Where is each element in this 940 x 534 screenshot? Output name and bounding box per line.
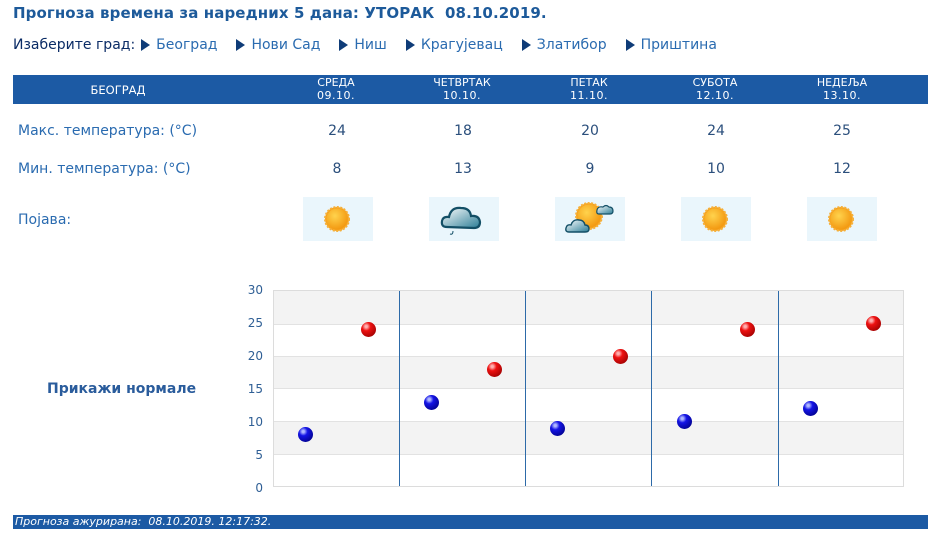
show-normals-link[interactable]: Прикажи нормале bbox=[47, 381, 197, 397]
arrow-right-icon bbox=[236, 39, 246, 51]
min-temp-value: 8 bbox=[332, 161, 342, 177]
grid-band bbox=[274, 356, 903, 389]
arrow-right-icon bbox=[405, 39, 415, 51]
city-link-beograd[interactable]: Београд bbox=[141, 37, 217, 53]
min-temp-point bbox=[424, 394, 440, 410]
min-temp-value: 12 bbox=[833, 161, 851, 177]
day-header: НЕДЕЉА 13.10. bbox=[816, 76, 868, 102]
selected-city: БЕОГРАД bbox=[90, 83, 146, 97]
day-header: ЧЕТВРТАК 10.10. bbox=[433, 76, 491, 102]
day-header: СРЕДА 09.10. bbox=[317, 76, 355, 102]
y-tick: 0 bbox=[255, 481, 263, 495]
day-divider bbox=[651, 291, 652, 486]
max-temp-point bbox=[739, 322, 755, 338]
max-temp-value: 20 bbox=[581, 123, 599, 139]
forecast-table-header: БЕОГРАД СРЕДА 09.10. ЧЕТВРТАК 10.10. ПЕТАК… bbox=[13, 75, 928, 104]
cloud-light-rain-icon bbox=[429, 197, 499, 241]
min-temp-point bbox=[802, 401, 818, 417]
grid-band bbox=[274, 454, 903, 487]
day-divider bbox=[778, 291, 779, 486]
city-link-novi-sad[interactable]: Нови Сад bbox=[236, 37, 320, 53]
max-temp-value: 25 bbox=[833, 123, 851, 139]
city-selector-label: Изаберите град: bbox=[13, 37, 136, 53]
y-tick: 5 bbox=[255, 448, 263, 462]
max-temp-value: 18 bbox=[454, 123, 472, 139]
city-link-nis[interactable]: Ниш bbox=[339, 37, 387, 53]
sunny-icon bbox=[681, 197, 751, 241]
max-temp-value: 24 bbox=[707, 123, 725, 139]
arrow-right-icon bbox=[141, 39, 151, 51]
y-tick: 15 bbox=[247, 382, 263, 396]
min-temp-value: 10 bbox=[707, 161, 725, 177]
y-tick: 25 bbox=[247, 316, 263, 330]
min-temp-label: Мин. температура: (°C) bbox=[18, 161, 191, 177]
y-tick: 20 bbox=[247, 349, 263, 363]
y-tick: 10 bbox=[247, 415, 263, 429]
city-selector: Изаберите град: Београд Нови Сад Ниш Кра… bbox=[13, 37, 736, 53]
grid-band bbox=[274, 421, 903, 454]
sunny-icon bbox=[303, 197, 373, 241]
phenomenon-label: Појава: bbox=[18, 212, 72, 228]
temperature-chart bbox=[273, 290, 904, 487]
day-header: СУБОТА 12.10. bbox=[692, 76, 738, 102]
arrow-right-icon bbox=[521, 39, 531, 51]
city-link-kragujevac[interactable]: Крагујевац bbox=[405, 37, 503, 53]
day-divider bbox=[399, 291, 400, 486]
arrow-right-icon bbox=[339, 39, 349, 51]
sunny-icon bbox=[807, 197, 877, 241]
grid-band bbox=[274, 291, 903, 324]
min-temp-point bbox=[676, 414, 692, 430]
max-temp-point bbox=[361, 322, 376, 338]
min-temp-point bbox=[550, 420, 566, 436]
city-link-pristina[interactable]: Приштина bbox=[625, 37, 717, 53]
city-link-zlatibor[interactable]: Златибор bbox=[521, 37, 607, 53]
max-temp-label: Макс. температура: (°C) bbox=[18, 123, 198, 139]
max-temp-point bbox=[487, 361, 503, 377]
day-divider bbox=[525, 291, 526, 486]
grid-band bbox=[274, 324, 903, 357]
day-header: ПЕТАК 11.10. bbox=[570, 76, 608, 102]
page-title: Прогноза времена за наредних 5 дана: УТО… bbox=[13, 4, 547, 22]
grid-band bbox=[274, 388, 903, 421]
min-temp-value: 9 bbox=[585, 161, 595, 177]
max-temp-point bbox=[613, 348, 629, 364]
sun-with-clouds-icon bbox=[555, 197, 625, 241]
max-temp-value: 24 bbox=[328, 123, 346, 139]
y-tick: 30 bbox=[247, 283, 263, 297]
update-timestamp: Прогноза ажурирана: 08.10.2019. 12:17:32… bbox=[13, 515, 928, 529]
max-temp-point bbox=[865, 315, 881, 331]
min-temp-value: 13 bbox=[454, 161, 472, 177]
arrow-right-icon bbox=[625, 39, 635, 51]
min-temp-point bbox=[298, 427, 313, 443]
